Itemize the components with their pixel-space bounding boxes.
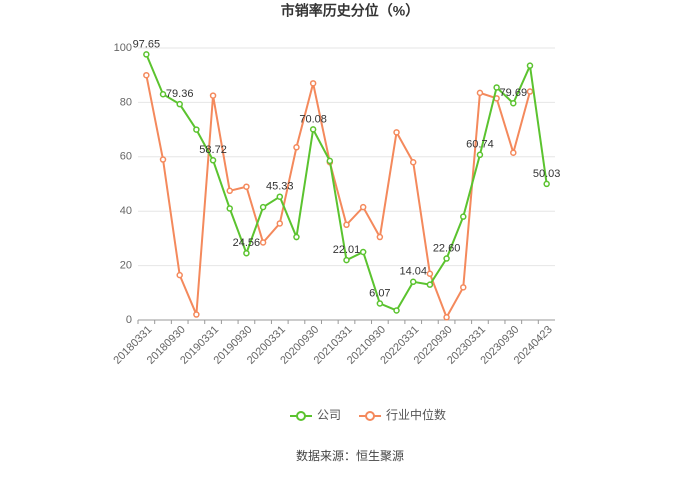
data-label: 50.03 bbox=[533, 168, 561, 180]
data-label: 79.69 bbox=[500, 87, 528, 99]
point bbox=[510, 99, 517, 107]
data-label: 60.74 bbox=[466, 139, 494, 151]
point bbox=[426, 270, 434, 278]
data-label: 6.07 bbox=[369, 287, 390, 299]
point bbox=[226, 205, 233, 212]
point bbox=[426, 281, 434, 288]
data-label: 58.72 bbox=[199, 144, 227, 156]
point bbox=[309, 126, 317, 133]
point bbox=[409, 278, 417, 286]
point bbox=[443, 255, 450, 262]
point bbox=[243, 249, 250, 257]
data-label: 22.60 bbox=[433, 242, 461, 254]
point bbox=[510, 149, 517, 156]
point bbox=[143, 51, 150, 58]
point bbox=[259, 239, 267, 246]
point bbox=[259, 203, 267, 211]
point bbox=[276, 193, 284, 200]
point bbox=[526, 88, 534, 95]
point bbox=[526, 62, 534, 69]
point bbox=[476, 151, 484, 159]
point bbox=[326, 157, 334, 165]
point bbox=[143, 71, 150, 79]
point bbox=[359, 248, 367, 256]
y-tick-label: 0 bbox=[126, 314, 132, 326]
point bbox=[460, 284, 467, 291]
point bbox=[176, 271, 183, 279]
legend-marker bbox=[365, 411, 376, 421]
y-tick-label: 100 bbox=[114, 42, 132, 54]
point bbox=[393, 129, 400, 136]
point bbox=[159, 90, 167, 98]
point bbox=[226, 187, 233, 195]
data-label: 14.04 bbox=[399, 266, 427, 278]
data-label: 70.08 bbox=[299, 113, 327, 125]
legend-label: 行业中位数 bbox=[386, 407, 446, 422]
point bbox=[176, 100, 183, 108]
point bbox=[193, 311, 200, 318]
series-line bbox=[145, 75, 531, 320]
point bbox=[293, 144, 300, 151]
point bbox=[209, 157, 217, 164]
data-label: 24.56 bbox=[233, 237, 261, 249]
data-label: 79.36 bbox=[166, 88, 194, 100]
point bbox=[543, 180, 550, 188]
y-tick-label: 20 bbox=[120, 260, 132, 272]
point bbox=[393, 307, 400, 314]
point bbox=[193, 126, 200, 133]
point bbox=[359, 203, 367, 211]
point bbox=[460, 213, 467, 220]
point bbox=[343, 256, 350, 264]
data-label: 45.33 bbox=[266, 181, 294, 193]
data-label: 97.65 bbox=[133, 38, 161, 50]
data-label: 22.01 bbox=[333, 244, 361, 256]
point bbox=[293, 233, 300, 241]
point bbox=[343, 221, 350, 229]
legend-marker bbox=[296, 411, 306, 421]
y-tick-label: 40 bbox=[120, 205, 132, 217]
point bbox=[493, 84, 500, 91]
point bbox=[409, 158, 417, 166]
point bbox=[476, 89, 484, 97]
point bbox=[376, 300, 384, 307]
y-tick-label: 80 bbox=[120, 96, 132, 108]
y-tick-label: 60 bbox=[120, 151, 132, 163]
point bbox=[276, 220, 284, 227]
chart-title: 市销率历史分位（%） bbox=[281, 3, 419, 19]
point bbox=[443, 314, 450, 321]
point bbox=[376, 233, 384, 241]
point bbox=[309, 80, 317, 87]
source: 数据来源：恒生聚源 bbox=[296, 448, 404, 463]
point bbox=[159, 156, 167, 163]
point bbox=[243, 183, 250, 190]
point bbox=[209, 92, 217, 99]
legend-label: 公司 bbox=[317, 408, 341, 422]
